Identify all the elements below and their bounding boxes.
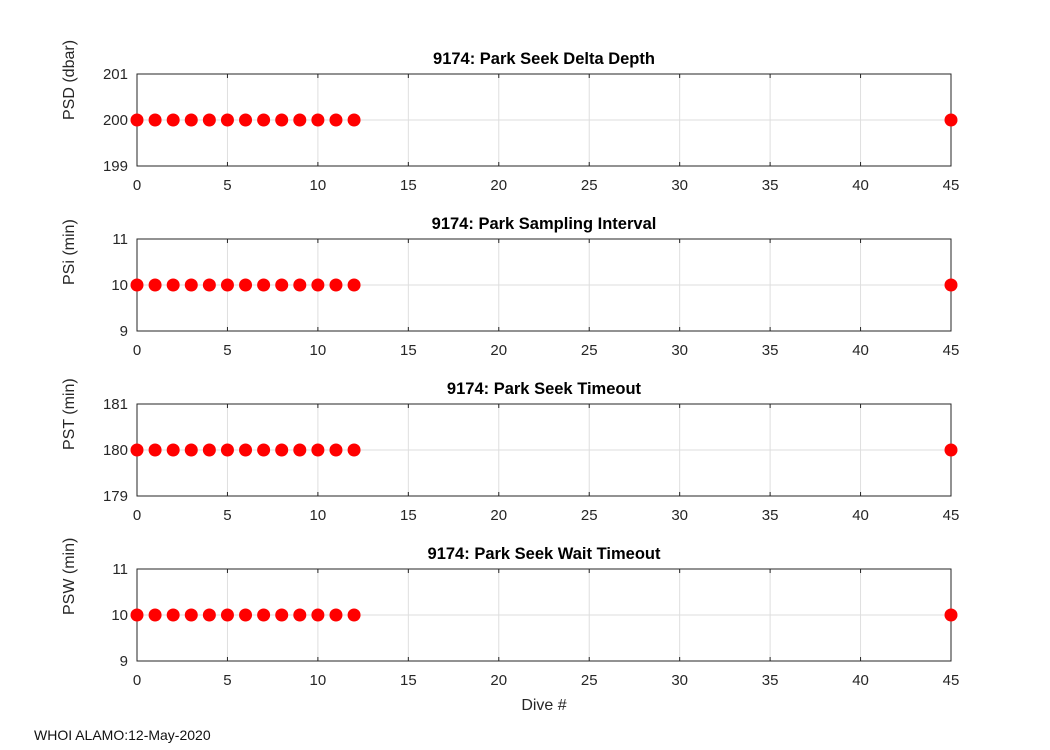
svg-text:20: 20	[490, 342, 507, 359]
svg-text:20: 20	[490, 672, 507, 689]
chart-title: 9174: Park Seek Delta Depth	[433, 50, 655, 68]
svg-text:25: 25	[581, 507, 598, 524]
chart-title: 9174: Park Seek Timeout	[446, 380, 642, 398]
plot-area-pst: 0 5 10 15 20 25 30 35 40 45 179 180 181	[103, 398, 960, 524]
svg-text:10: 10	[310, 507, 327, 524]
svg-text:5: 5	[223, 342, 231, 359]
svg-text:45: 45	[943, 672, 960, 689]
svg-text:35: 35	[762, 177, 779, 194]
svg-text:40: 40	[852, 342, 869, 359]
svg-text:0: 0	[133, 672, 141, 689]
svg-text:201: 201	[103, 68, 128, 83]
svg-text:15: 15	[400, 672, 417, 689]
svg-text:11: 11	[112, 563, 128, 578]
svg-text:180: 180	[103, 442, 128, 459]
svg-text:20: 20	[490, 177, 507, 194]
plot-area-psd: 0 5 10 15 20 25 30 35 40 45 199 200 201	[103, 68, 960, 194]
x-axis-label: Dive #	[521, 697, 567, 714]
svg-text:35: 35	[762, 672, 779, 689]
chart-title: 9174: Park Sampling Interval	[431, 215, 657, 233]
svg-text:9: 9	[120, 653, 128, 670]
svg-text:20: 20	[490, 507, 507, 524]
chart-title: 9174: Park Seek Wait Timeout	[427, 545, 661, 563]
svg-text:10: 10	[310, 177, 327, 194]
svg-text:15: 15	[400, 177, 417, 194]
svg-text:9: 9	[120, 323, 128, 340]
svg-text:10: 10	[310, 672, 327, 689]
svg-text:45: 45	[943, 342, 960, 359]
svg-text:0: 0	[133, 177, 141, 194]
svg-text:10: 10	[111, 607, 128, 624]
svg-text:30: 30	[671, 507, 688, 524]
svg-text:45: 45	[943, 177, 960, 194]
svg-text:30: 30	[671, 177, 688, 194]
svg-text:25: 25	[581, 672, 598, 689]
svg-text:5: 5	[223, 507, 231, 524]
svg-text:15: 15	[400, 342, 417, 359]
svg-text:0: 0	[133, 507, 141, 524]
svg-text:30: 30	[671, 672, 688, 689]
svg-text:5: 5	[223, 672, 231, 689]
svg-text:200: 200	[103, 112, 128, 129]
svg-text:30: 30	[671, 342, 688, 359]
svg-text:10: 10	[310, 342, 327, 359]
svg-text:25: 25	[581, 177, 598, 194]
svg-text:40: 40	[852, 507, 869, 524]
plot-area-psw: 0 5 10 15 20 25 30 35 40 45 9 10 11	[111, 563, 960, 689]
svg-text:10: 10	[111, 277, 128, 294]
svg-text:25: 25	[581, 342, 598, 359]
svg-text:5: 5	[223, 177, 231, 194]
svg-text:15: 15	[400, 507, 417, 524]
svg-text:40: 40	[852, 177, 869, 194]
svg-text:11: 11	[112, 233, 128, 248]
svg-text:45: 45	[943, 507, 960, 524]
svg-text:0: 0	[133, 342, 141, 359]
svg-text:40: 40	[852, 672, 869, 689]
svg-text:35: 35	[762, 507, 779, 524]
svg-text:181: 181	[103, 398, 128, 413]
plot-area-psi: 0 5 10 15 20 25 30 35 40 45 9 10 11	[111, 233, 960, 359]
svg-text:35: 35	[762, 342, 779, 359]
svg-text:199: 199	[103, 158, 128, 175]
svg-text:179: 179	[103, 488, 128, 505]
watermark-text: WHOI ALAMO:12-May-2020	[34, 727, 211, 743]
